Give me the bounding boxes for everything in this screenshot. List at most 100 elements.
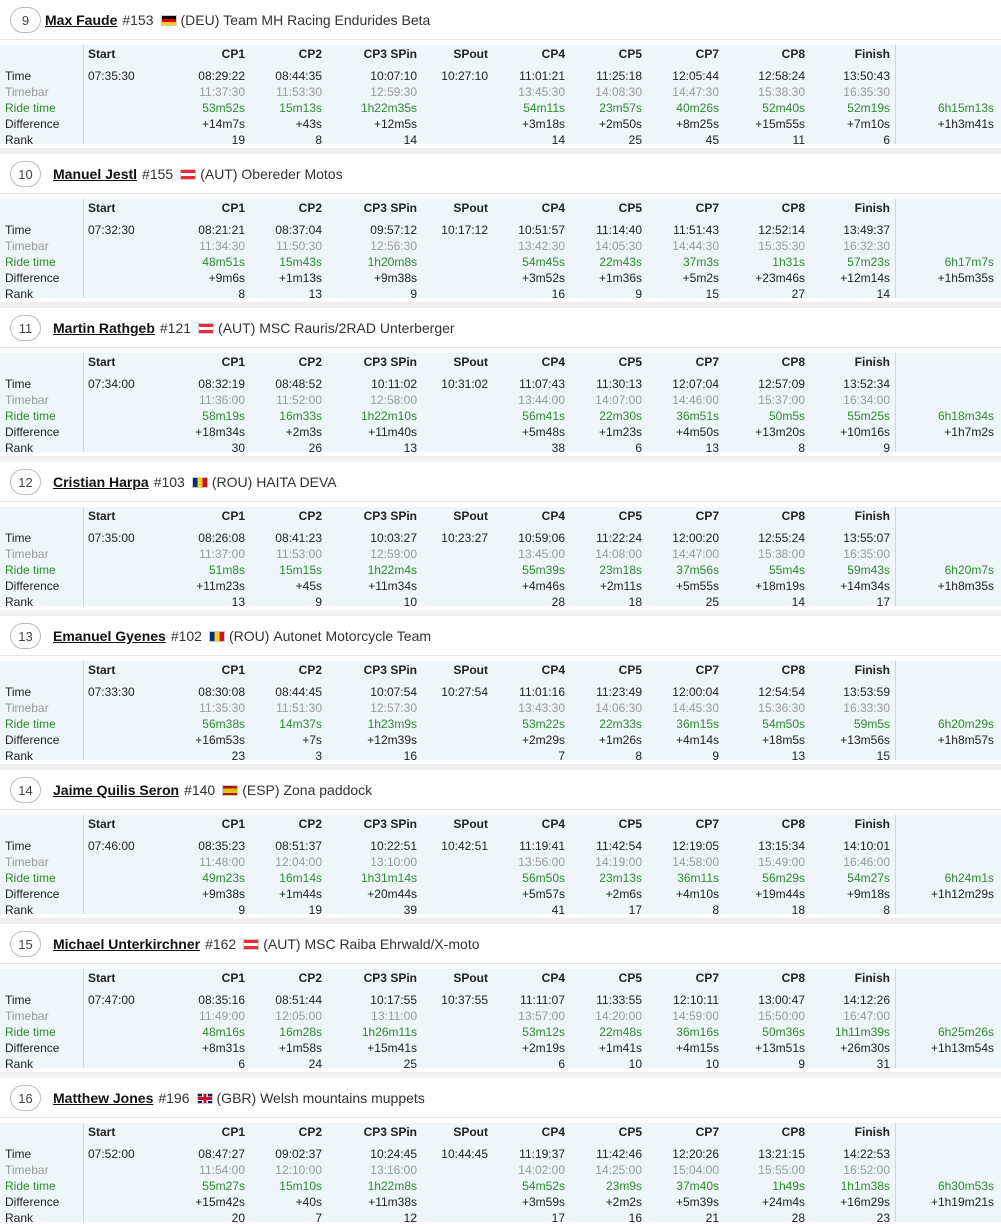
time-cell: 13:53:59 — [843, 685, 890, 699]
split-times-table: Start CP1 CP2 CP3 SPin SPout CP4 CP5 CP7 CP8 Fini… — [0, 507, 1001, 609]
column-header: Start — [88, 47, 116, 61]
difference-cell: +14m7s — [201, 117, 245, 131]
rider-header: 15 Michael Unterkirchner #162 (AUT) MSC Rai… — [0, 924, 1001, 964]
column-header: CP5 — [618, 971, 642, 985]
rider-name-link[interactable]: Matthew Jones — [53, 1090, 154, 1106]
column-header: Start — [88, 355, 116, 369]
rider-name-link[interactable]: Martin Rathgeb — [53, 320, 155, 336]
timebar-cell: 13:44:00 — [518, 393, 565, 407]
row-label: Timebar — [5, 85, 49, 99]
rank-cell: 27 — [791, 287, 805, 301]
ride-time-cell: 54m27s — [847, 871, 890, 885]
column-divider — [83, 1123, 84, 1222]
rider-team: Autonet Motorcycle Team — [273, 628, 432, 644]
column-header: Finish — [854, 971, 890, 985]
row-label: Difference — [5, 117, 60, 131]
start-time: 07:35:00 — [88, 531, 135, 545]
row-label: Time — [5, 685, 32, 699]
timebar-cell: 15:35:30 — [758, 239, 805, 253]
column-divider — [895, 507, 896, 606]
time-cell: 08:48:52 — [275, 377, 322, 391]
difference-cell: +9m6s — [208, 271, 245, 285]
time-cell: 13:00:47 — [758, 993, 805, 1007]
time-cell: 10:22:51 — [370, 839, 417, 853]
time-cell: 13:15:34 — [758, 839, 805, 853]
rider-name-link[interactable]: Cristian Harpa — [53, 474, 149, 490]
timebar-cell: 14:59:00 — [672, 1009, 719, 1023]
total-ride-time: 6h25m26s — [937, 1025, 994, 1039]
difference-cell: +2m19s — [521, 1041, 565, 1055]
column-header: CP3 SPin — [363, 663, 417, 677]
time-cell: 10:11:02 — [371, 377, 417, 391]
ride-time-cell: 54m50s — [762, 717, 805, 731]
column-header: CP3 SPin — [363, 509, 417, 523]
total-difference: +1h8m35s — [937, 579, 994, 593]
rider-info: Matthew Jones #196 (GBR) Welsh mountains m… — [53, 1090, 425, 1106]
rank-cell: 25 — [705, 595, 719, 609]
column-header: Finish — [854, 201, 890, 215]
timebar-cell: 13:45:30 — [518, 85, 565, 99]
time-cell: 08:21:21 — [198, 223, 245, 237]
timebar-cell: 11:48:00 — [199, 855, 245, 869]
start-time: 07:32:30 — [88, 223, 135, 237]
rider-number: #140 — [184, 782, 216, 798]
difference-cell: +4m10s — [675, 887, 719, 901]
timebar-cell: 12:05:00 — [275, 1009, 322, 1023]
rank-cell: 28 — [791, 1211, 805, 1224]
column-header: Start — [88, 817, 116, 831]
difference-cell: +2m11s — [599, 579, 642, 593]
rider-block: 15 Michael Unterkirchner #162 (AUT) MSC Rai… — [0, 924, 1001, 1072]
ride-time-cell: 53m12s — [522, 1025, 565, 1039]
timebar-cell: 14:45:30 — [672, 701, 719, 715]
column-header: CP2 — [298, 1125, 322, 1139]
column-header: Finish — [854, 663, 890, 677]
difference-cell: +18m5s — [761, 733, 805, 747]
difference-cell: +15m41s — [367, 1041, 417, 1055]
rider-info: Cristian Harpa #103 (ROU) HAITA DEVA — [53, 474, 337, 490]
row-label: Difference — [5, 733, 60, 747]
time-cell: 11:33:55 — [596, 993, 642, 1007]
difference-cell: +5m48s — [521, 425, 565, 439]
rank-cell: 19 — [231, 133, 245, 147]
rank-cell: 23 — [231, 749, 245, 763]
rank-cell: 28 — [551, 595, 565, 609]
time-cell: 12:05:44 — [672, 69, 719, 83]
column-header: Finish — [854, 1125, 890, 1139]
timebar-cell: 11:36:00 — [199, 393, 245, 407]
split-times-table: Start CP1 CP2 CP3 SPin SPout CP4 CP5 CP7 CP8 Fini… — [0, 815, 1001, 917]
column-header: CP2 — [298, 663, 322, 677]
column-divider — [83, 45, 84, 144]
time-cell: 12:55:24 — [758, 531, 805, 545]
difference-cell: +1m41s — [598, 1041, 642, 1055]
rank-cell: 9 — [410, 287, 417, 301]
rider-name-link[interactable]: Michael Unterkirchner — [53, 936, 201, 952]
rider-name-link[interactable]: Jaime Quilis Seron — [53, 782, 180, 798]
rider-country: (AUT) — [263, 936, 301, 952]
column-header: CP8 — [781, 509, 805, 523]
column-header: CP3 SPin — [363, 1125, 417, 1139]
ride-time-cell: 37m40s — [676, 1179, 719, 1193]
timebar-cell: 16:33:30 — [843, 701, 890, 715]
column-header: Start — [88, 971, 116, 985]
rank-cell: 8 — [635, 749, 642, 763]
rider-name-link[interactable]: Manuel Jestl — [53, 166, 138, 182]
rank-cell: 25 — [403, 1057, 417, 1071]
difference-cell: +16m29s — [840, 1195, 890, 1209]
column-header: SPout — [453, 817, 488, 831]
timebar-cell: 11:51:30 — [276, 701, 322, 715]
row-label: Timebar — [5, 547, 49, 561]
rider-name-link[interactable]: Emanuel Gyenes — [53, 628, 166, 644]
rider-number: #153 — [122, 12, 154, 28]
ride-time-cell: 50m5s — [768, 409, 805, 423]
rank-cell: 18 — [628, 595, 642, 609]
rider-block: 13 Emanuel Gyenes #102 (ROU) Autonet Motorc… — [0, 616, 1001, 764]
rank-cell: 9 — [635, 287, 642, 301]
column-header: CP2 — [298, 817, 322, 831]
column-header: CP4 — [541, 663, 565, 677]
rider-name-link[interactable]: Max Faude — [45, 12, 118, 28]
rank-cell: 7 — [558, 749, 565, 763]
time-cell: 08:51:37 — [275, 839, 322, 853]
time-cell: 11:42:54 — [596, 839, 642, 853]
ride-time-cell: 36m16s — [676, 1025, 719, 1039]
timebar-cell: 15:38:30 — [758, 85, 805, 99]
